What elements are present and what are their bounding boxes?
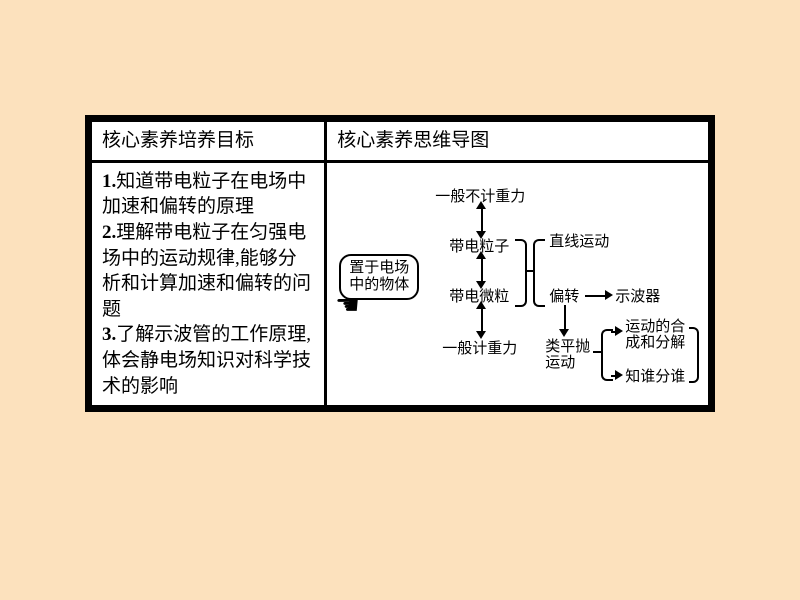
edge-deflect-osc <box>585 295 607 297</box>
bracket-open-analysis <box>601 329 613 381</box>
mind-map-diagram: 置于电场 中的物体 ☛ 一般不计重力 带电粒子 带电微粒 一般计重力 <box>337 169 698 399</box>
goal-3-text: 了解示波管的工作原理,体会静电场知识对科学技术的影响 <box>102 324 311 396</box>
bracket-stem <box>525 270 533 272</box>
arrowhead-up-1 <box>476 201 486 209</box>
arrowhead-right-who <box>615 370 623 380</box>
arrowhead-up-3 <box>476 301 486 309</box>
content-table: 核心素养培养目标 核心素养思维导图 1.知道带电粒子在电场中加速和偏转的原理 2… <box>89 119 711 408</box>
arrowhead-down-1 <box>476 231 486 239</box>
node-composition-l2: 成和分解 <box>625 333 685 353</box>
arrowhead-down-proj <box>559 329 569 337</box>
node-who-decompose: 知谁分谁 <box>625 367 685 387</box>
bracket-to-motion <box>515 239 527 307</box>
node-oscilloscope: 示波器 <box>615 287 660 307</box>
goal-2-num: 2. <box>102 222 116 243</box>
pointer-hand-icon: ☛ <box>335 287 360 325</box>
node-linear-motion: 直线运动 <box>549 232 609 252</box>
node-with-gravity: 一般计重力 <box>442 339 517 359</box>
mindmap-cell: 置于电场 中的物体 ☛ 一般不计重力 带电粒子 带电微粒 一般计重力 <box>326 161 710 407</box>
node-projectile-l2: 运动 <box>545 353 575 373</box>
header-mindmap: 核心素养思维导图 <box>326 121 710 162</box>
bracket-right-analysis <box>689 327 699 383</box>
arrowhead-down-2 <box>476 281 486 289</box>
header-goals: 核心素养培养目标 <box>91 121 326 162</box>
bracket-open-motion <box>533 239 545 307</box>
arrowhead-right-comp <box>615 326 623 336</box>
goal-1-text: 知道带电粒子在电场中加速和偏转的原理 <box>102 171 306 218</box>
goal-2-text: 理解带电粒子在匀强电场中的运动规律,能够分析和计算加速和偏转的问题 <box>102 222 311 320</box>
arrowhead-up-2 <box>476 251 486 259</box>
arrowhead-down-3 <box>476 331 486 339</box>
bracket2-stem <box>593 351 601 353</box>
content-table-wrap: 核心素养培养目标 核心素养思维导图 1.知道带电粒子在电场中加速和偏转的原理 2… <box>85 115 715 412</box>
goals-cell: 1.知道带电粒子在电场中加速和偏转的原理 2.理解带电粒子在匀强电场中的运动规律… <box>91 161 326 407</box>
goal-3-num: 3. <box>102 324 116 345</box>
arrowhead-right-osc <box>605 290 613 300</box>
node-root-l1: 置于电场 <box>349 260 409 277</box>
goal-1-num: 1. <box>102 171 116 192</box>
